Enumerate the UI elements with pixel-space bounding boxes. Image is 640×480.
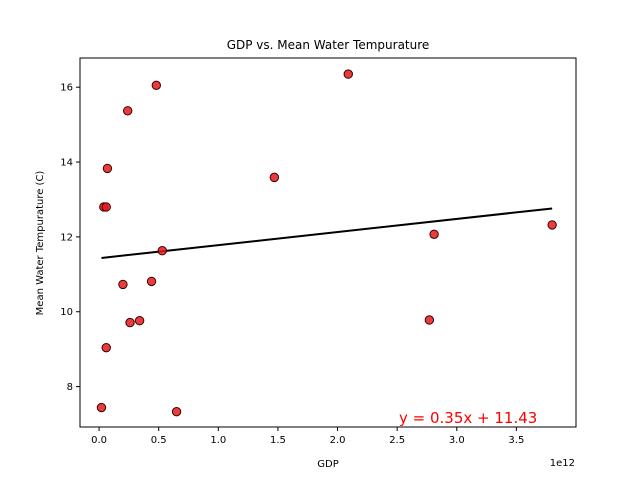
y-tick-label-1: 10 — [60, 307, 73, 318]
data-point-16 — [429, 229, 439, 239]
data-point-8 — [134, 316, 145, 326]
x-axis-offset-label: 1e12 — [550, 458, 575, 469]
data-point-10 — [151, 80, 162, 91]
y-axis-label: Mean Water Tempurature (C) — [35, 171, 46, 316]
x-tick-label-3: 1.5 — [270, 435, 286, 446]
x-tick-label-5: 2.5 — [389, 435, 405, 446]
data-point-17 — [547, 220, 557, 230]
data-point-4 — [102, 163, 113, 174]
axis-ticks: 0.0 0.5 1.0 1.5 2.0 2.5 3.0 3.5 8 10 12 14 16 — [60, 83, 524, 446]
y-tick-label-0: 8 — [67, 382, 73, 393]
x-tick-label-6: 3.0 — [449, 435, 465, 446]
x-tick-label-0: 0.0 — [91, 435, 107, 446]
data-point-13 — [269, 172, 280, 183]
data-point-11 — [157, 246, 167, 256]
data-point-9 — [146, 276, 157, 287]
x-tick-label-2: 1.0 — [210, 435, 226, 446]
chart-title: GDP vs. Mean Water Tempurature — [227, 38, 430, 52]
regression-line — [101, 207, 553, 259]
x-tick-label-7: 3.5 — [508, 435, 524, 446]
y-tick-label-2: 12 — [60, 232, 73, 243]
data-point-2 — [101, 202, 111, 212]
data-point-14 — [343, 69, 353, 79]
y-tick-label-4: 16 — [60, 83, 73, 94]
data-point-12 — [171, 406, 182, 417]
axes-frame — [79, 57, 577, 428]
x-tick-label-1: 0.5 — [151, 435, 167, 446]
data-point-3 — [101, 342, 111, 353]
regression-equation-annotation: y = 0.35x + 11.43 — [399, 409, 537, 427]
data-point-6 — [122, 106, 133, 116]
data-point-0 — [96, 402, 107, 413]
data-point-5 — [118, 279, 128, 290]
x-axis-label: GDP — [317, 459, 338, 470]
plot-area — [79, 57, 577, 428]
data-point-15 — [424, 315, 435, 325]
x-tick-label-4: 2.0 — [330, 435, 346, 446]
data-point-7 — [125, 317, 135, 328]
y-tick-label-3: 14 — [60, 158, 73, 169]
